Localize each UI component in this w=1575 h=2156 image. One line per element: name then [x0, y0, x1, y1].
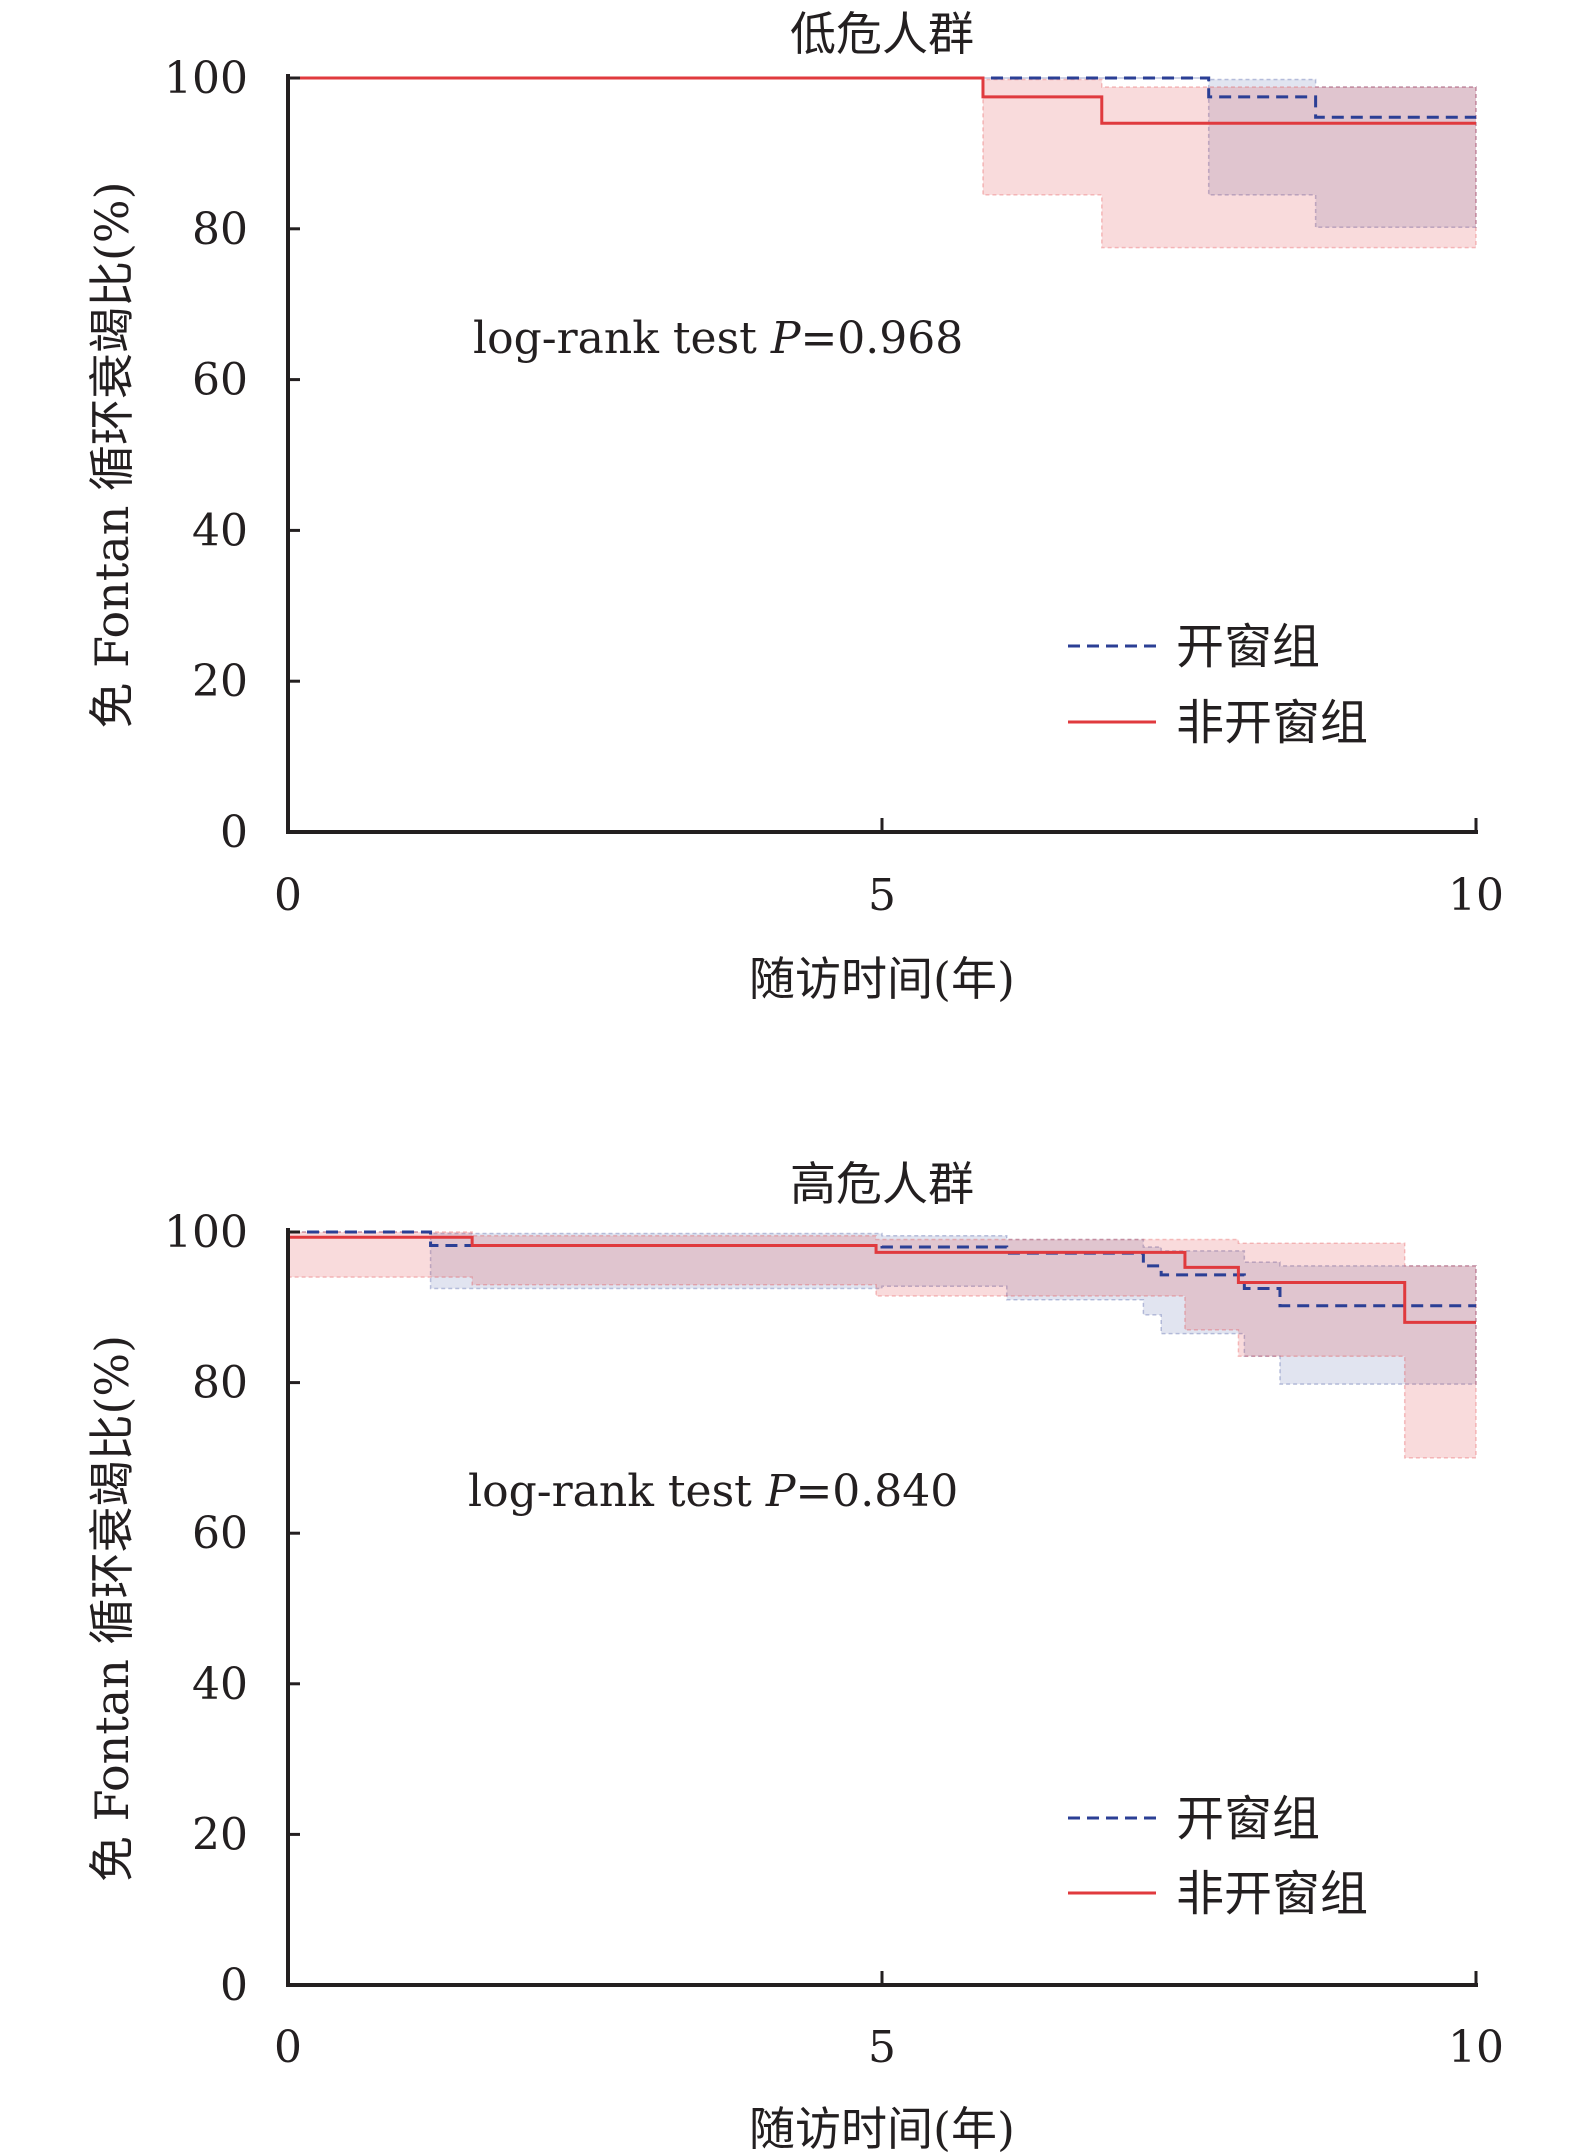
annotation-value: =0.968: [800, 313, 963, 364]
annotation-prefix: log-rank test: [473, 313, 771, 364]
annotation-value: =0.840: [795, 1466, 958, 1517]
annotation-prefix: log-rank test: [468, 1466, 766, 1517]
legend-label: 开窗组: [1176, 1791, 1320, 1847]
legend-label: 非开窗组: [1176, 1866, 1368, 1922]
x-axis-label: 随访时间(年): [749, 952, 1015, 1006]
ci-band-fenestrated: [288, 1231, 1477, 1385]
annotation-p: P: [765, 1466, 797, 1517]
survival-line-non-fenestrated: [288, 1235, 1476, 1324]
log-rank-annotation: log-rank test P=0.840: [468, 1466, 958, 1517]
legend-label: 开窗组: [1176, 619, 1320, 675]
y-tick-label: 20: [192, 1809, 248, 1860]
y-tick-label: 40: [192, 505, 248, 556]
ci-band-non-fenestrated: [287, 1231, 1477, 1459]
x-tick-label: 0: [274, 870, 302, 921]
survival-line-non-fenestrated: [288, 76, 1476, 125]
y-tick-label: 80: [192, 1358, 248, 1409]
y-tick-label: 100: [164, 1207, 248, 1258]
y-tick-label: 60: [192, 1508, 248, 1559]
log-rank-annotation: log-rank test P=0.968: [473, 313, 963, 364]
legend-label: 非开窗组: [1176, 695, 1368, 751]
x-tick-label: 10: [1448, 870, 1504, 921]
y-tick-label: 100: [164, 53, 248, 104]
y-tick-label: 80: [192, 204, 248, 255]
x-tick-label: 5: [868, 870, 896, 921]
y-tick-label: 40: [192, 1659, 248, 1710]
ci-band-non-fenestrated: [288, 77, 1477, 249]
x-tick-label: 10: [1448, 2022, 1504, 2073]
y-axis-label: 免 Fontan 循环衰竭比(%): [85, 181, 139, 728]
y-tick-label: 20: [192, 656, 248, 707]
annotation-p: P: [770, 313, 802, 364]
x-tick-label: 5: [868, 2022, 896, 2073]
chart-title: 高危人群: [790, 1157, 974, 1211]
x-tick-label: 0: [274, 2022, 302, 2073]
y-tick-label: 60: [192, 355, 248, 406]
y-tick-label: 0: [220, 807, 248, 858]
y-tick-label: 0: [220, 1960, 248, 2011]
survival-line-fenestrated: [288, 76, 1476, 119]
y-axis-label: 免 Fontan 循环衰竭比(%): [85, 1335, 139, 1882]
chart-title: 低危人群: [790, 7, 974, 61]
x-axis-label: 随访时间(年): [749, 2102, 1015, 2156]
